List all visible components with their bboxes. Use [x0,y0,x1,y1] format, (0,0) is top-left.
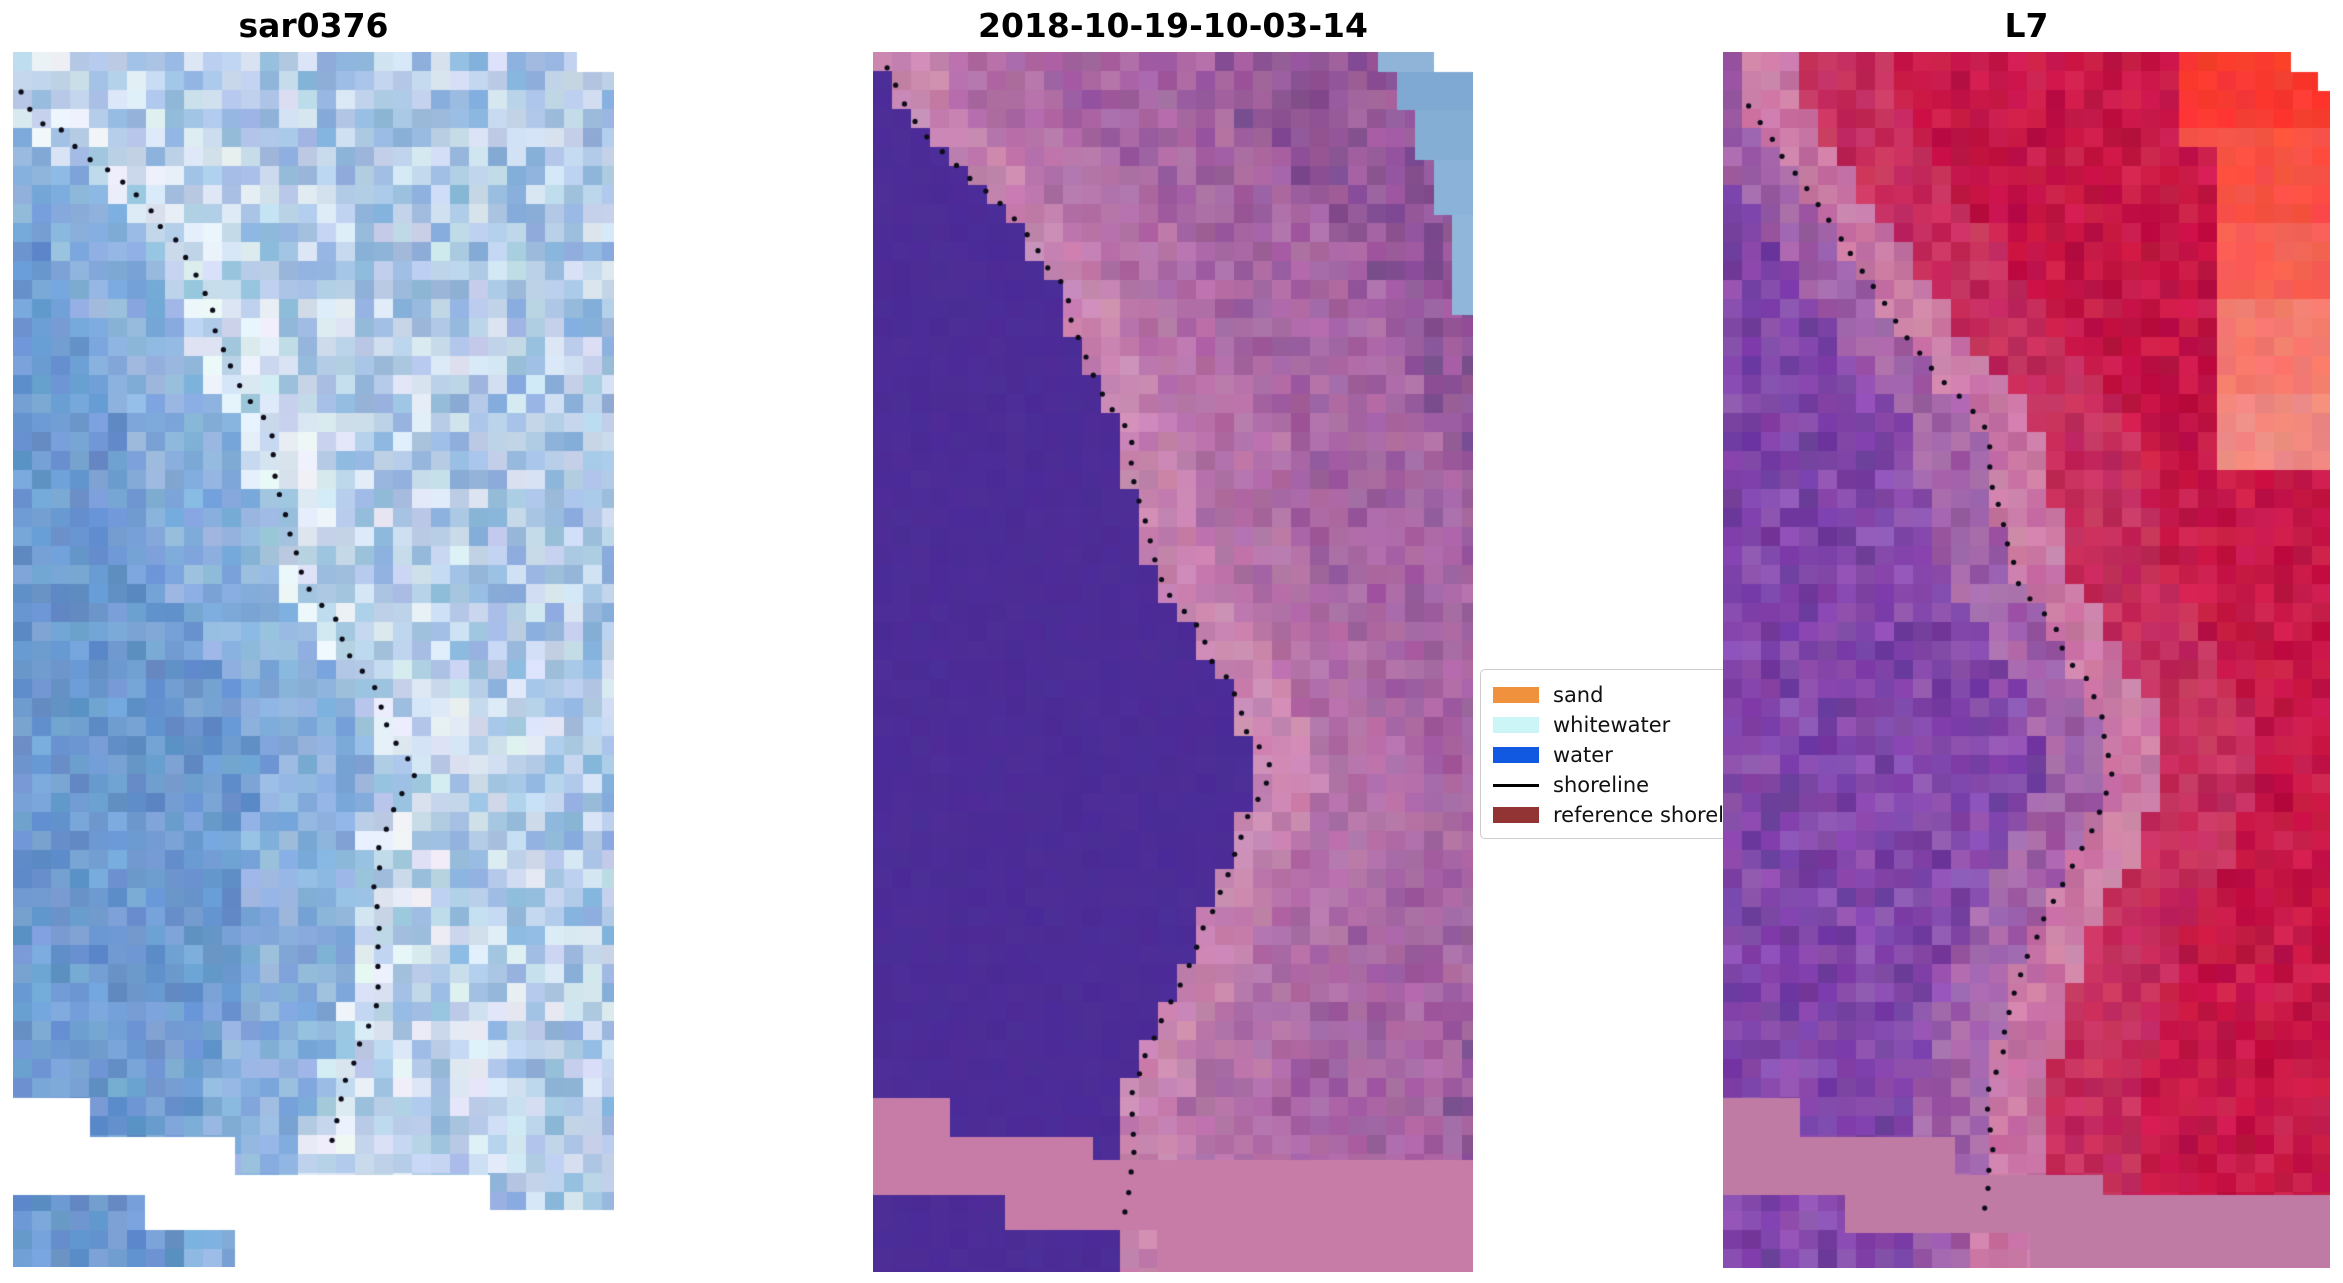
legend-label: whitewater [1553,713,1671,737]
legend-item-whitewater: whitewater [1493,710,1784,740]
legend-label: water [1553,743,1613,767]
legend-label: shoreline [1553,773,1650,797]
shoreline-line-icon [1493,783,1539,787]
reference-shoreline-swatch-icon [1493,807,1539,823]
sar-panel-image [13,52,614,1267]
legend-item-sand: sand [1493,680,1784,710]
sar-panel-title: sar0376 [238,6,389,45]
l7-panel-image [1723,52,2330,1268]
classification-panel-image [873,52,1473,1272]
l7-panel-title: L7 [2004,6,2049,45]
whitewater-swatch-icon [1493,717,1539,733]
legend-item-water: water [1493,740,1784,770]
sand-swatch-icon [1493,687,1539,703]
date-panel-title: 2018-10-19-10-03-14 [978,6,1368,45]
water-swatch-icon [1493,747,1539,763]
legend-item-shoreline: shoreline [1493,770,1784,800]
legend-label: reference shoreline [1553,803,1757,827]
legend-item-reference-shoreline: reference shoreline [1493,800,1784,830]
legend-label: sand [1553,683,1604,707]
